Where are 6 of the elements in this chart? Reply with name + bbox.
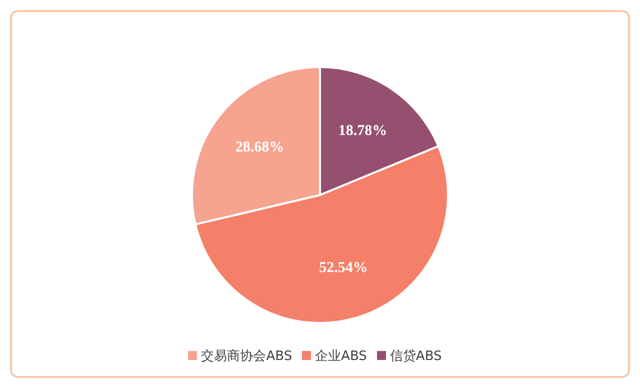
legend-label: 交易商协会ABS	[201, 349, 292, 364]
data-label: 28.68%	[235, 139, 284, 156]
legend-label: 企业ABS	[315, 349, 367, 364]
data-label: 52.54%	[319, 260, 368, 276]
data-label: 18.78%	[338, 123, 388, 140]
legend-label: 信贷ABS	[390, 349, 442, 364]
